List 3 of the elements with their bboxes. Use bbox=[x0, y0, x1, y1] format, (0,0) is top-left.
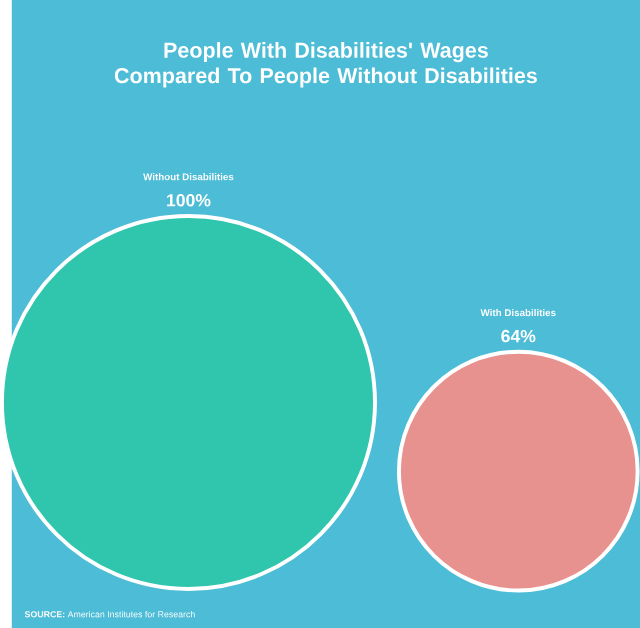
data-label: 64% bbox=[501, 329, 536, 343]
text: People With Disabilities' Wages Compared To People Without Disabilities bbox=[114, 41, 537, 88]
data-label: 100% bbox=[167, 193, 211, 207]
